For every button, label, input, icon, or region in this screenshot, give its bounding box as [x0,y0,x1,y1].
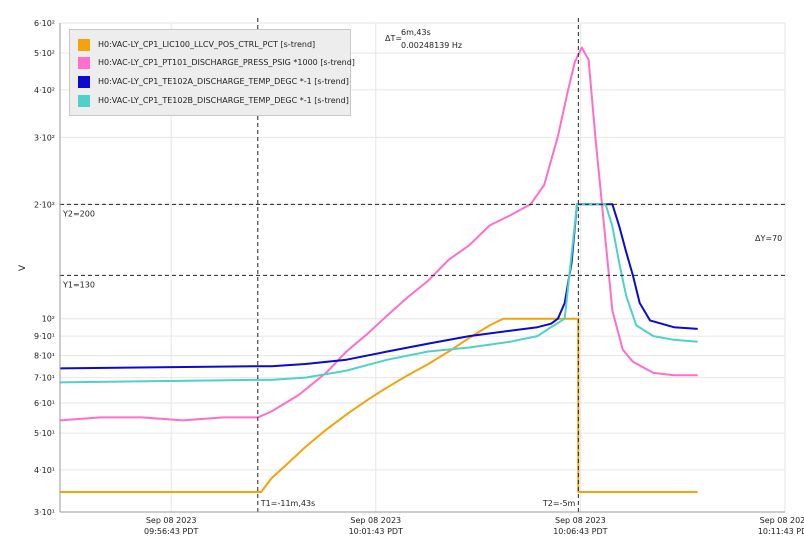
series-line [60,317,698,493]
y-tick-label: 6·10¹ [34,399,55,408]
x-tick-label: Sep 08 2023 [146,516,197,525]
x-tick-label: 10:06:43 PDT [553,527,607,536]
y-tick-label: 5·10¹ [34,429,55,438]
legend-swatch [78,94,90,107]
legend-swatch [78,75,90,88]
y-tick-label: 3·10² [34,133,55,142]
legend-swatch [78,38,90,51]
y-tick-label: 5·10² [34,49,55,58]
y-tick-label: 2·10² [34,200,55,209]
series-line [59,203,698,370]
y-tick-label: 4·10¹ [34,466,55,475]
legend-label: H0:VAC-LY_CP1_TE102A_DISCHARGE_TEMP_DEGC… [98,77,349,86]
x-tick-label: 10:11:43 PDT [758,527,804,536]
x-tick-label: Sep 08 2023 [350,516,401,525]
y-tick-label: 9·10¹ [34,332,55,341]
cursor-lines: T1=-11m,43s T2=-5m Y2=200 Y1=130 [60,18,785,512]
y-axis-label: V [18,264,28,271]
y-tick-label: 3·10¹ [34,508,55,517]
y-cursor-label: Y2=200 [62,209,95,218]
axes: 3·10¹ 4·10¹ 5·10¹ 6·10¹ 7·10¹ 8·10¹ 9·10¹ 10² 2·… [18,19,804,536]
legend-swatch [78,56,90,69]
series-line [59,203,698,384]
delta-t-value: 6m,43s [401,28,431,37]
legend-label: H0:VAC-LY_CP1_LIC100_LLCV_POS_CTRL_PCT [… [98,40,316,49]
y-tick-label: 7·10¹ [34,374,55,383]
y-tick-label: 6·10² [34,19,55,28]
legend-label: H0:VAC-LY_CP1_TE102B_DISCHARGE_TEMP_DEGC… [98,96,349,105]
legend: H0:VAC-LY_CP1_LIC100_LLCV_POS_CTRL_PCT [… [69,29,355,116]
y-tick-label: 4·10² [34,86,55,95]
x-tick-label: Sep 08 2023 [760,516,804,525]
y-tick-label: 10² [42,315,55,324]
x-cursor-label: T1=-11m,43s [260,499,315,508]
legend-item[interactable]: H0:VAC-LY_CP1_PT101_DISCHARGE_PRESS_PSIG… [78,56,355,70]
y-cursor-label: Y1=130 [62,280,95,289]
legend-item[interactable]: H0:VAC-LY_CP1_LIC100_LLCV_POS_CTRL_PCT [… [78,38,315,52]
series-lines [59,46,698,493]
legend-item[interactable]: H0:VAC-LY_CP1_TE102A_DISCHARGE_TEMP_DEGC… [78,75,349,89]
delta-t-frequency: 0.00248139 Hz [401,41,463,50]
y-tick-label: 8·10¹ [34,352,55,361]
delta-t-label: ΔT= [385,34,403,43]
x-cursor-label: T2=-5m [542,499,576,508]
x-tick-label: 09:56:43 PDT [144,527,198,536]
legend-item[interactable]: H0:VAC-LY_CP1_TE102B_DISCHARGE_TEMP_DEGC… [78,94,349,108]
delta-y-readout: ΔY=70 [755,234,783,243]
x-tick-label: 10:01:43 PDT [349,527,403,536]
series-line [59,46,698,422]
legend-label: H0:VAC-LY_CP1_PT101_DISCHARGE_PRESS_PSIG… [98,58,355,67]
x-tick-label: Sep 08 2023 [555,516,606,525]
